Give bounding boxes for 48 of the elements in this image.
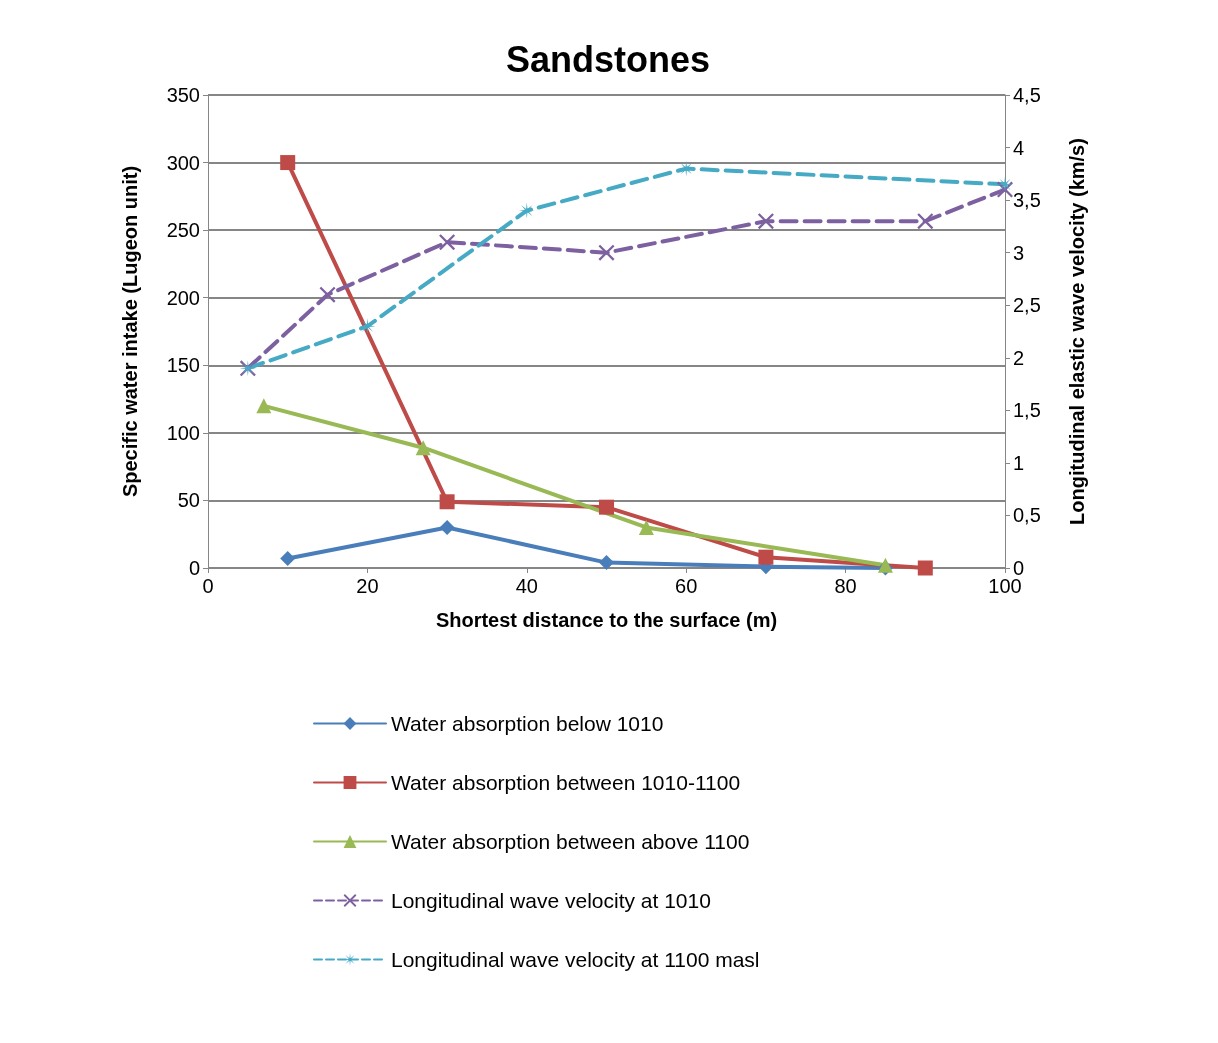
point: [599, 499, 614, 515]
y2-tick-label: 1: [1013, 451, 1025, 474]
legend-label: Water absorption between 1010-1100: [391, 771, 741, 794]
point: [917, 560, 933, 576]
x-tick-label: 80: [834, 575, 857, 597]
legend-label: Longitudinal wave velocity at 1010: [391, 889, 711, 912]
point: [439, 494, 455, 510]
legend-label: Water absorption below 1010: [391, 712, 664, 735]
y-tick-label: 50: [177, 489, 200, 512]
point: [439, 234, 456, 251]
point: [917, 213, 934, 230]
point: [757, 213, 774, 230]
y-tick-label: 150: [166, 354, 200, 377]
x-axis-title: Shortest distance to the surface (m): [435, 609, 778, 631]
y-tick-label: 0: [188, 557, 200, 579]
x-tick-label: 0: [202, 575, 214, 597]
point: [599, 555, 614, 571]
point: [359, 318, 376, 335]
x-tick-label: 20: [356, 575, 379, 597]
x-tick-label: 60: [675, 575, 698, 597]
y2-tick-label: 4: [1013, 136, 1025, 159]
point: [758, 549, 774, 565]
point: [638, 519, 654, 535]
point: [280, 551, 296, 567]
legend-label: Water absorption between above 1100: [391, 830, 750, 853]
legend-label: Longitudinal wave velocity at 1100 masl: [391, 948, 760, 971]
y-tick-label: 100: [166, 421, 200, 444]
y-axis-title: Specific water intake (Lugeon unit): [119, 165, 141, 498]
y2-tick-label: 4,5: [1013, 84, 1041, 106]
y-tick-label: 250: [166, 219, 200, 242]
y2-tick-label: 1,5: [1013, 399, 1041, 422]
y2-tick-label: 2,5: [1013, 294, 1041, 317]
point: [280, 155, 296, 171]
point: [415, 440, 431, 456]
chart-title: Sandstones: [505, 38, 711, 80]
y-tick-label: 300: [166, 151, 200, 174]
point: [518, 202, 535, 219]
y2-tick-label: 3: [1013, 241, 1025, 264]
y2-tick-label: 0,5: [1013, 504, 1041, 527]
y2-axis-title: Longitudinal elastic wave velocity (km/s): [1066, 138, 1088, 525]
y-tick-label: 350: [166, 84, 200, 106]
point: [439, 519, 455, 535]
point: [997, 181, 1013, 198]
x-tick-label: 40: [515, 575, 538, 597]
y-tick-label: 200: [166, 286, 200, 309]
y2-tick-label: 3,5: [1013, 189, 1041, 212]
point: [256, 398, 272, 414]
y2-tick-label: 2: [1013, 346, 1025, 369]
